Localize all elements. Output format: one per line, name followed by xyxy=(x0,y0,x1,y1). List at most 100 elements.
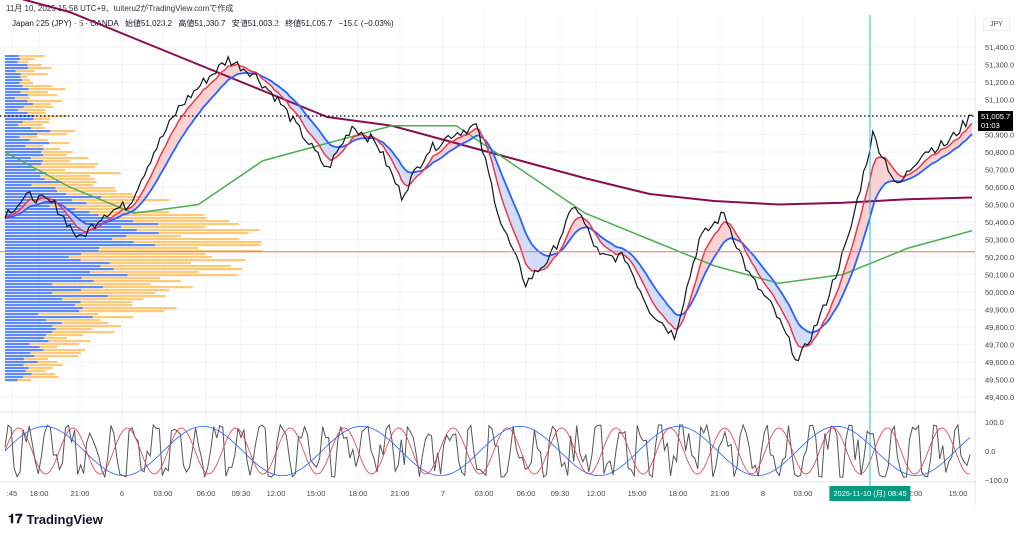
volume-profile-buy-bar xyxy=(5,106,24,109)
price-tick-label: 50,200.0 xyxy=(985,253,1014,262)
volume-profile-buy-bar xyxy=(5,286,103,289)
volume-profile-buy-bar xyxy=(5,244,156,247)
ma-cloud-fill xyxy=(401,165,405,185)
symbol-name[interactable]: Japan 225 (JPY) · 5 · OANDA xyxy=(12,19,119,28)
volume-profile-sell-bar xyxy=(42,154,67,157)
volume-profile-buy-bar xyxy=(5,148,44,151)
volume-profile-sell-bar xyxy=(37,361,58,364)
volume-profile-sell-bar xyxy=(25,145,44,148)
volume-profile-buy-bar xyxy=(5,58,21,61)
volume-profile-sell-bar xyxy=(52,331,115,334)
volume-profile-buy-bar xyxy=(5,79,23,82)
volume-profile-buy-bar xyxy=(5,85,23,88)
volume-profile-buy-bar xyxy=(5,88,29,91)
ma-cloud-fill xyxy=(953,139,957,150)
ma-cloud-fill xyxy=(717,225,721,252)
volume-profile-buy-bar xyxy=(5,268,114,271)
volume-profile-sell-bar xyxy=(50,130,76,133)
ma-cloud-fill xyxy=(212,79,216,97)
volume-profile-sell-bar xyxy=(68,256,212,259)
volume-profile-buy-bar xyxy=(5,283,53,286)
volume-profile-buy-bar xyxy=(5,154,43,157)
ma-cloud-fill xyxy=(866,180,870,229)
currency-button[interactable]: JPY xyxy=(983,18,1010,31)
volume-profile-buy-bar xyxy=(5,310,80,313)
volume-profile-buy-bar xyxy=(5,337,45,340)
price-tick-label: 51,300.0 xyxy=(985,61,1014,70)
volume-profile-buy-bar xyxy=(5,217,119,220)
time-tick-label: :45 xyxy=(6,489,18,498)
ma-cloud-fill xyxy=(668,305,672,325)
volume-profile-buy-bar xyxy=(5,334,47,337)
volume-profile-buy-bar xyxy=(5,349,44,352)
volume-profile-buy-bar xyxy=(5,316,93,319)
volume-profile-sell-bar xyxy=(43,349,86,352)
volume-profile-sell-bar xyxy=(158,232,249,235)
volume-profile-sell-bar xyxy=(133,220,230,223)
price-tick-label: 51,400.0 xyxy=(985,43,1014,52)
volume-profile-buy-bar xyxy=(5,274,128,277)
volume-profile-sell-bar xyxy=(30,127,46,130)
oscillator-signal-blue xyxy=(4,425,971,477)
volume-profile-sell-bar xyxy=(155,244,261,247)
ma-cloud-fill xyxy=(764,269,768,288)
time-tick-label: 18:00 xyxy=(348,489,368,498)
ma-cloud-fill xyxy=(662,297,666,319)
ma-cloud-fill xyxy=(311,121,315,140)
volume-profile-sell-bar xyxy=(61,298,144,301)
volume-profile-sell-bar xyxy=(20,76,28,79)
volume-profile-sell-bar xyxy=(17,379,32,382)
volume-profile-buy-bar xyxy=(5,142,50,145)
ma-cloud-fill xyxy=(163,144,167,170)
volume-profile-sell-bar xyxy=(41,163,98,166)
volume-profile-sell-bar xyxy=(93,280,181,283)
volume-profile-buy-bar xyxy=(5,145,26,148)
volume-profile-buy-bar xyxy=(5,355,35,358)
volume-profile-buy-bar xyxy=(5,352,31,355)
ma-cloud-fill xyxy=(863,192,867,239)
crosshair-time-label: 2025-11-10 (月) 08:45 xyxy=(829,486,911,501)
tradingview-logo[interactable]: 𝟏𝟕 TradingView xyxy=(8,511,103,527)
volume-profile-sell-bar xyxy=(19,136,38,139)
volume-profile-sell-bar xyxy=(20,58,35,61)
volume-profile-buy-bar xyxy=(5,127,31,130)
volume-profile-buy-bar xyxy=(5,298,62,301)
volume-profile-buy-bar xyxy=(5,235,127,238)
volume-profile-buy-bar xyxy=(5,193,67,196)
ma-cloud-fill xyxy=(931,154,935,164)
green-ma-line xyxy=(4,125,973,285)
volume-profile-sell-bar xyxy=(49,205,124,208)
price-tick-label: 51,100.0 xyxy=(985,96,1014,105)
volume-profile-sell-bar xyxy=(39,346,57,349)
ma-cloud-fill xyxy=(804,329,808,347)
volume-profile-sell-bar xyxy=(81,277,161,280)
ma-cloud-fill xyxy=(448,142,452,153)
ma-cloud-fill xyxy=(197,94,201,116)
volume-profile-sell-bar xyxy=(18,55,45,58)
ma-cloud-fill xyxy=(875,157,880,198)
volume-profile-buy-bar xyxy=(5,100,28,103)
ma-cloud-fill xyxy=(578,217,582,231)
ma-cloud-fill xyxy=(181,113,185,138)
time-tick-label: 06:00 xyxy=(516,489,536,498)
volume-profile-buy-bar xyxy=(5,331,53,334)
volume-profile-sell-bar xyxy=(42,160,71,163)
ma-cloud-fill xyxy=(324,137,328,158)
ma-cloud-fill xyxy=(507,187,511,223)
time-tick-label: 03:00 xyxy=(153,489,173,498)
volume-profile-sell-bar xyxy=(113,268,243,271)
volume-profile-sell-bar xyxy=(55,328,92,331)
volume-profile-sell-bar xyxy=(51,292,156,295)
ma-cloud-fill xyxy=(175,121,179,149)
volume-profile-sell-bar xyxy=(61,181,97,184)
volume-profile-sell-bar xyxy=(98,214,205,217)
volume-profile-sell-bar xyxy=(23,358,48,361)
ma-cloud-fill xyxy=(879,157,883,192)
ma-cloud-fill xyxy=(225,66,229,84)
time-tick-label: 21:00 xyxy=(70,489,90,498)
ma-cloud-fill xyxy=(522,224,526,264)
volume-profile-buy-bar xyxy=(5,61,18,64)
volume-profile-sell-bar xyxy=(71,199,170,202)
volume-profile-buy-bar xyxy=(5,187,56,190)
